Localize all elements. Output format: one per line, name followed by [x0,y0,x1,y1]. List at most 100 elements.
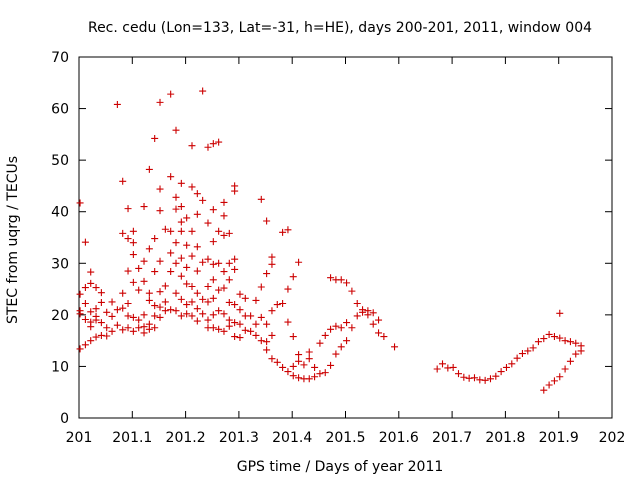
data-point [124,235,132,243]
data-point [177,227,185,235]
data-point [193,289,201,297]
data-point [145,245,153,253]
data-point [268,307,276,315]
data-point [534,338,542,346]
data-point [172,193,180,201]
data-point [284,226,292,234]
data-point [151,324,159,332]
data-point [87,268,95,276]
data-point [273,301,281,309]
data-point [209,140,217,148]
data-point [156,257,164,265]
data-point [556,309,564,317]
x-tick-label: 201.6 [379,430,419,446]
data-point [263,346,271,354]
data-point [167,90,175,98]
data-point [161,282,169,290]
data-point [129,327,137,335]
data-point [167,227,175,235]
data-point [263,320,271,328]
data-point [76,199,84,207]
data-point [316,339,324,347]
data-point [311,373,319,381]
data-point [183,214,191,222]
data-point [252,331,260,339]
data-point [284,318,292,326]
data-point [225,322,233,330]
data-point [279,363,287,371]
data-point [231,265,239,273]
data-point [183,263,191,271]
data-point [556,373,564,381]
data-point [257,195,265,203]
data-point [300,361,308,369]
data-point [337,276,345,284]
data-point [236,290,244,298]
data-point [81,284,89,292]
data-point [353,312,361,320]
data-point [103,324,111,332]
data-point [204,143,212,151]
data-point [577,347,585,355]
data-point [257,313,265,321]
data-point [268,355,276,363]
data-point [289,362,297,370]
data-point [119,289,127,297]
data-point [566,338,574,346]
data-point [518,350,526,358]
data-point [145,296,153,304]
data-point [481,376,489,384]
data-point [305,375,313,383]
data-point [524,347,532,355]
data-point [316,370,324,378]
y-tick-label: 60 [51,102,69,118]
data-point [145,325,153,333]
data-point [236,334,244,342]
data-point [215,138,223,146]
data-point [183,241,191,249]
y-axis: 0 10 20 30 40 50 60 70 [51,50,612,427]
y-tick-label: 70 [51,50,69,66]
data-point [156,98,164,106]
data-point [215,227,223,235]
data-point [119,229,127,237]
data-point [556,334,564,342]
data-point [81,300,89,308]
data-point [241,294,249,302]
data-point [252,320,260,328]
plot-frame [78,56,613,419]
data-point [129,278,137,286]
x-tick-label: 201.7 [432,430,472,446]
data-point [305,348,313,356]
data-point [188,312,196,320]
data-point [241,326,249,334]
data-point [167,268,175,276]
data-point [321,369,329,377]
data-point [220,198,228,206]
data-point [140,323,148,331]
data-point [124,312,132,320]
data-point [545,330,553,338]
data-point [209,206,217,214]
data-point [87,279,95,287]
data-point [289,372,297,380]
data-point [231,319,239,327]
data-point [209,294,217,302]
data-point [204,298,212,306]
data-point [183,301,191,309]
x-tick-label: 201.8 [485,430,525,446]
data-point [140,311,148,319]
data-point [145,289,153,297]
data-point [151,268,159,276]
data-point [295,374,303,382]
data-point [225,229,233,237]
data-point [470,374,478,382]
data-point [188,282,196,290]
data-point [177,312,185,320]
data-point [204,316,212,324]
data-point [199,295,207,303]
data-point [220,212,228,220]
data-point [236,306,244,314]
data-point [279,300,287,308]
